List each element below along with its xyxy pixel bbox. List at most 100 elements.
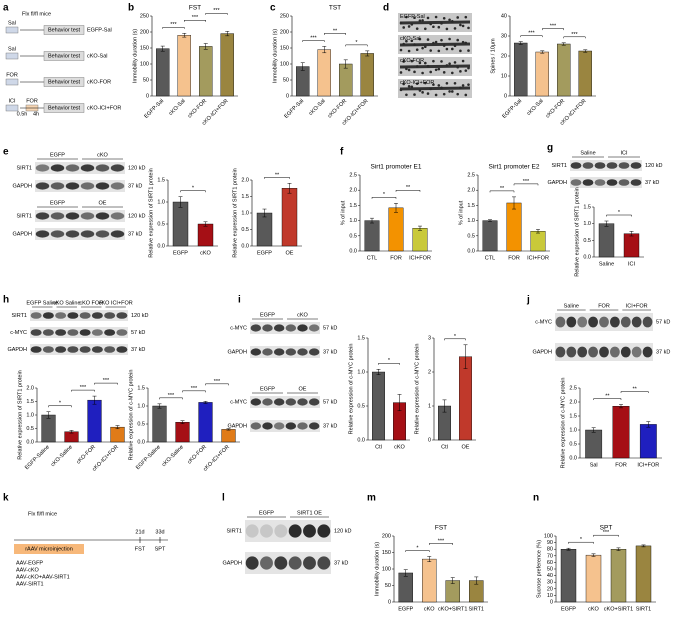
significance: ** [275,172,280,178]
x-tick-label: Ctl [375,444,382,450]
panel-label: l [222,493,225,504]
spine [459,86,462,90]
spine [399,71,403,74]
error-bar [488,219,492,222]
dendrite [399,42,471,47]
spine [407,68,411,72]
x-tick-label: EGFP-Sal [283,98,305,120]
panel-label: h [3,295,9,306]
significance-bracket [593,534,619,537]
spine [440,86,443,90]
significance: *** [550,24,557,30]
y-tick-label: 0 [388,599,391,605]
syringe [5,26,19,34]
spine [456,92,460,96]
error-bar [646,421,651,428]
spine [418,61,422,65]
spine [429,70,433,74]
significance: *** [310,35,317,41]
error-bar [518,41,523,45]
bar [197,223,214,247]
significance-bracket [324,33,346,35]
significance-bracket [205,383,229,386]
treatment: FOR [6,72,18,78]
x-tick-label: cKO-FOR [187,444,208,465]
blot-group: cKO [97,152,108,158]
y-tick-label: 2.0 [26,385,34,391]
band [274,556,288,570]
significance-bracket [395,190,421,192]
spine [464,41,468,45]
band [285,348,297,356]
image-label: EGFP-Sal [400,14,425,20]
panel-label: m [367,493,376,504]
spine [440,38,443,42]
band [104,312,116,319]
spine [442,92,446,96]
spine [410,39,414,43]
band [620,346,631,358]
spine [456,16,460,19]
y-tick-label: 1.0 [583,221,591,227]
blot-group: cKO ICI+FOR [99,300,133,306]
x-tick-label: cKO-FOR [76,444,97,465]
spine [453,44,457,48]
panel-label: k [3,493,9,504]
x-tick-label: ICI+FOR [637,462,659,468]
y-axis-title: Relative expression of SIRT1 protein [232,168,238,257]
error-bar [203,221,208,227]
bar [623,233,640,258]
x-tick-label: Saline [599,261,614,267]
y-tick-label: 0.0 [241,243,249,249]
band [35,230,50,238]
bar [585,554,602,603]
spine [399,88,403,92]
test: Behavior test [48,79,81,85]
y-tick-label: 1.0 [241,210,249,216]
y-tick-label: 100 [544,533,553,539]
spine [418,89,422,92]
spine [429,49,433,52]
panel-label: f [340,147,344,158]
significance-bracket [444,338,466,341]
spine [410,23,414,26]
aav-group: AAV-cKO+AAV-SIRT1 [16,574,70,580]
y-axis-title: Spines / 10μm [490,38,496,74]
significance: ** [333,28,338,34]
image-label: cKO-FOR [400,58,424,64]
y-tick-label: 0.5 [569,441,577,447]
blot-group: EGFP Saline [26,300,58,306]
y-tick-label: 0 [428,437,431,443]
band [631,346,642,358]
band [250,398,262,406]
dendrite [399,86,471,91]
error-bar [322,46,327,54]
y-tick-label: 1.5 [467,203,475,209]
band [104,329,116,336]
spine [451,71,454,75]
bar [585,429,603,459]
syringe [5,104,19,112]
band [80,182,95,190]
significance-bracket [302,40,325,42]
band-name: c-MYC [10,330,27,336]
error-bar [629,231,634,237]
y-axis-title: Sucrose preference (%) [536,540,542,598]
injection-box [14,544,84,554]
time: 0.5h [17,111,28,117]
spine [467,66,470,70]
blot-group: ICI+FOR [626,303,648,309]
error-bar [591,553,596,557]
significance: *** [528,31,535,37]
spine [426,64,430,68]
band [618,179,630,186]
band [50,164,65,172]
y-tick-label: 1 [428,403,431,409]
significance-bracket [542,28,564,31]
blot-group: EGFP [259,510,274,516]
error-bar [397,394,402,412]
significance: * [454,334,457,340]
band [308,422,320,430]
band [317,556,331,570]
band [79,312,91,319]
